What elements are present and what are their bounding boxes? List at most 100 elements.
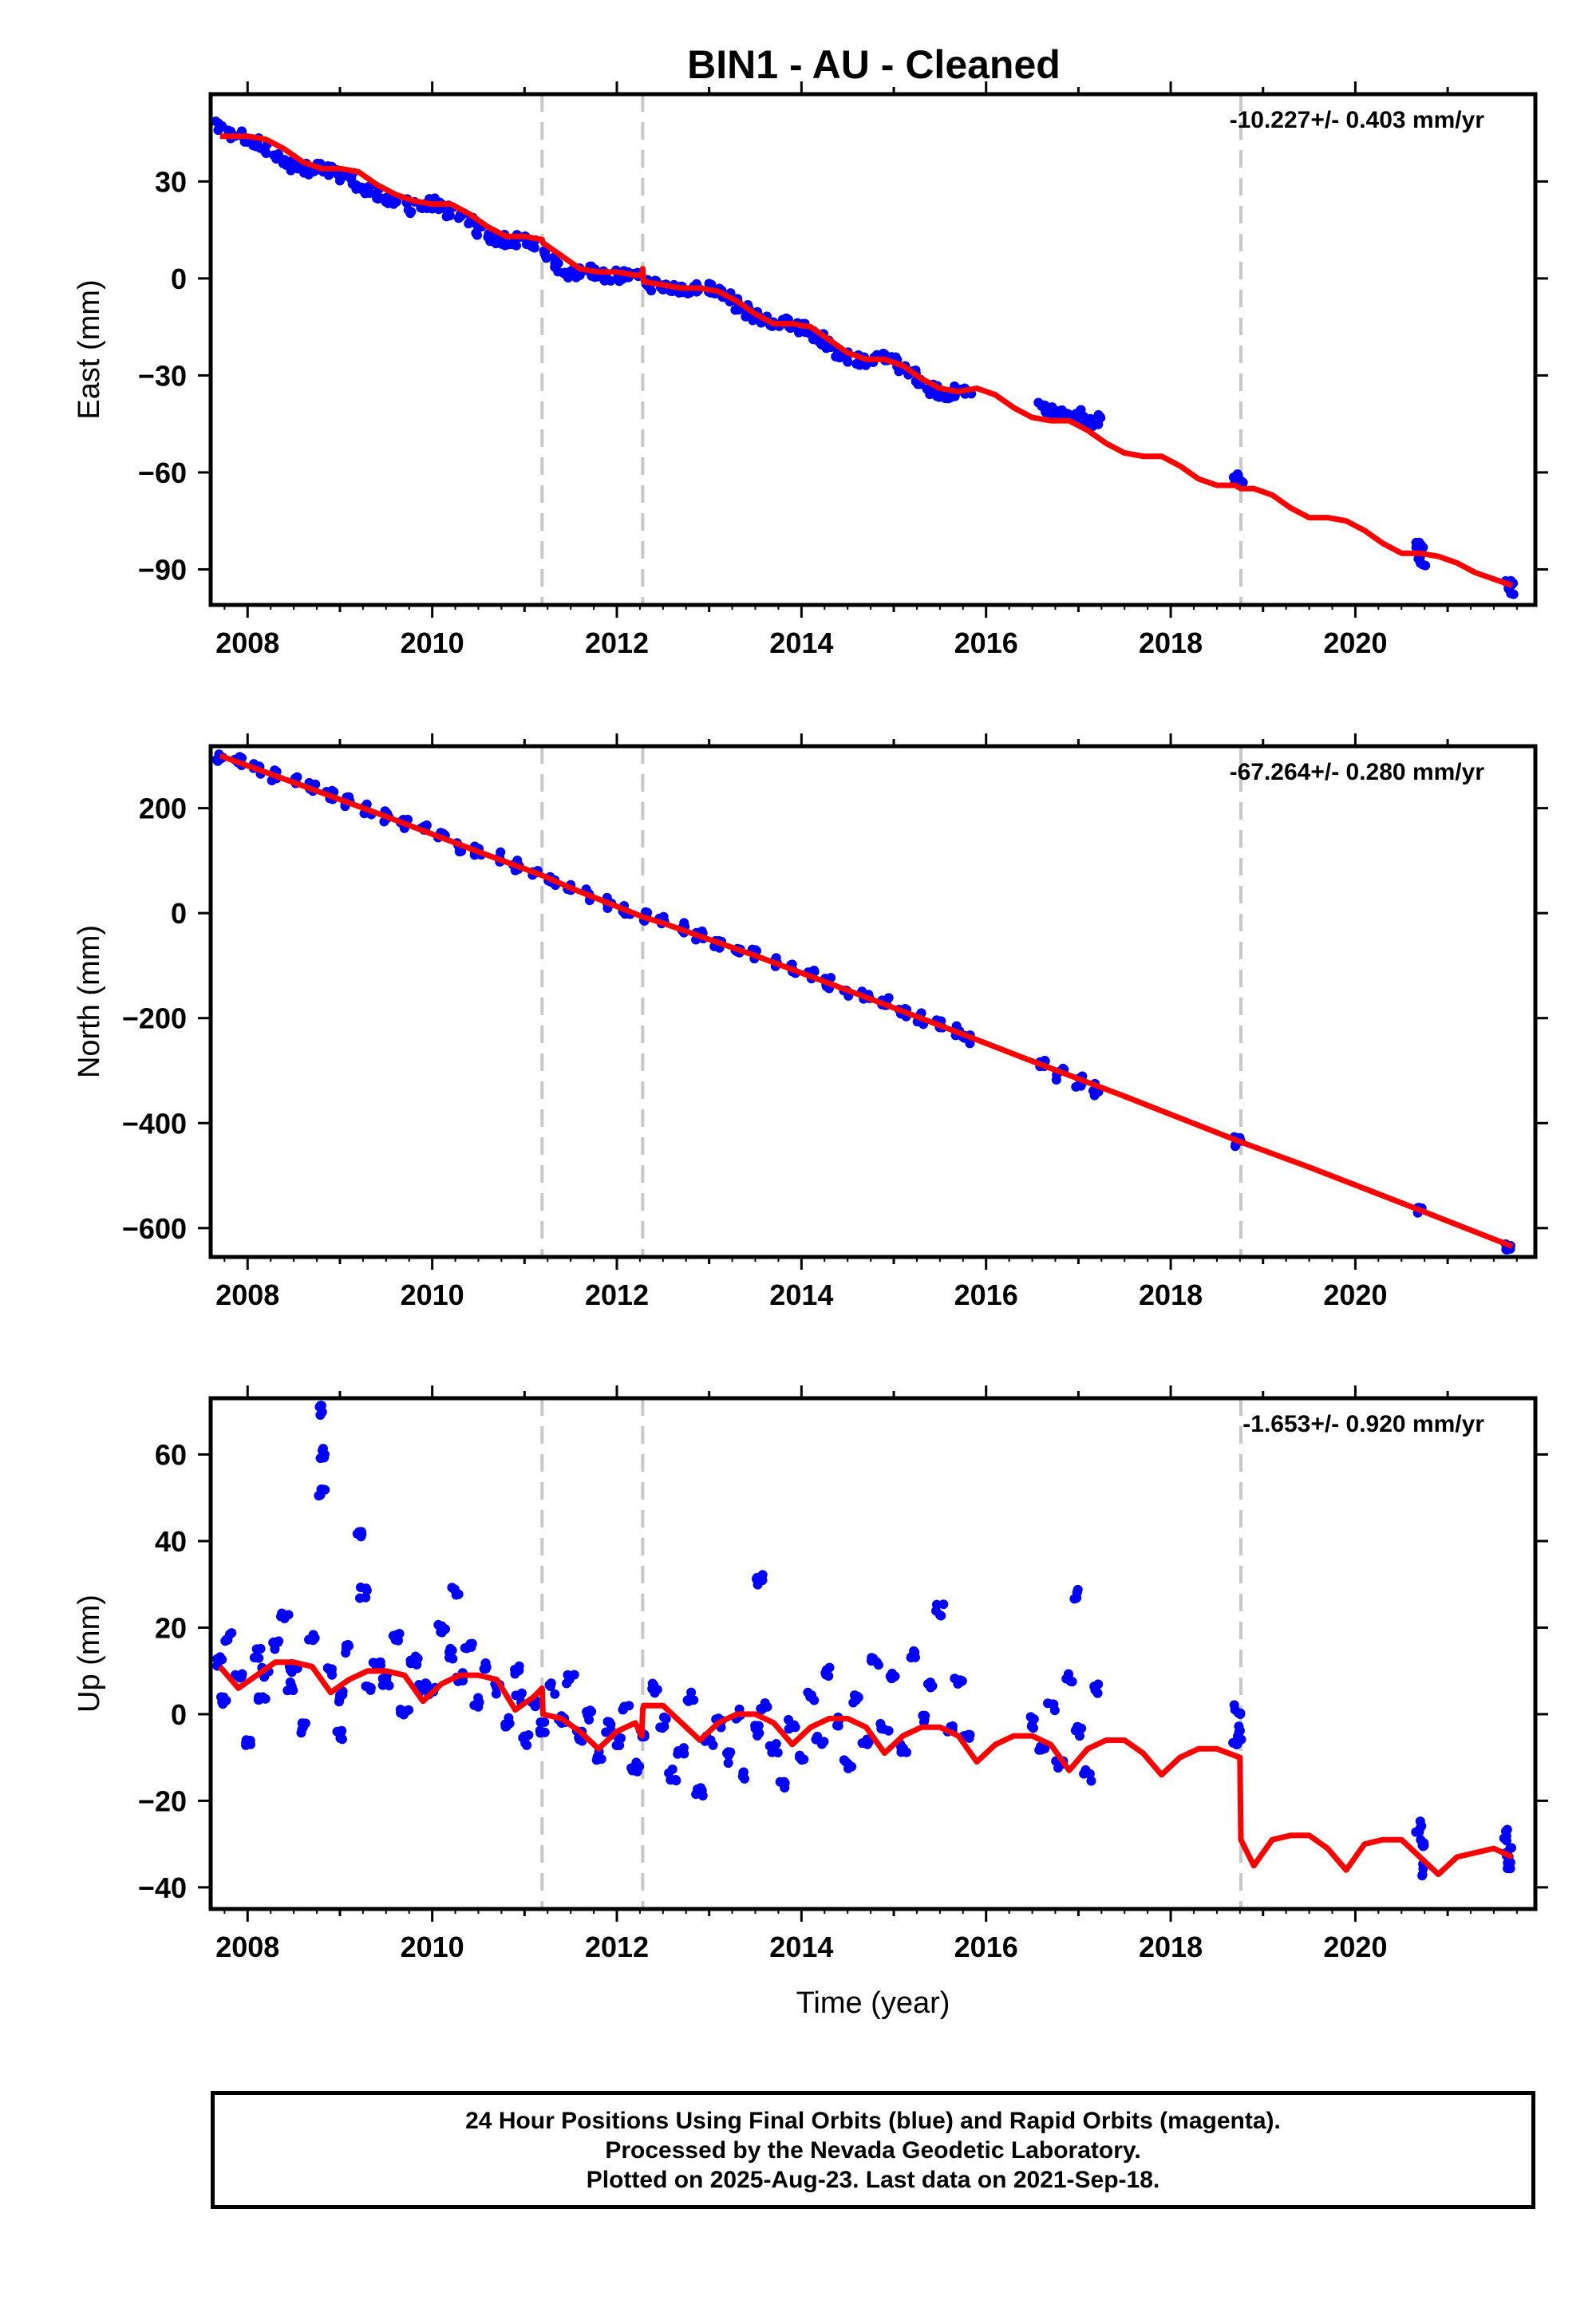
panel-up: 2008 2010 2012 2014 2016 2018 2020 60 40 20 0 −20 −4…	[73, 1385, 1548, 2020]
position-point	[259, 145, 270, 156]
position-point	[1073, 1721, 1083, 1732]
position-point	[1501, 1836, 1511, 1846]
x-tick-label: 2008	[215, 626, 279, 659]
position-point	[922, 1679, 933, 1690]
position-point	[1025, 1712, 1036, 1722]
position-point	[433, 1619, 444, 1630]
panel-north: 2008 2010 2012 2014 2016 2018 2020 200 0 −200 −400…	[73, 733, 1548, 1311]
footer-line-processed-by: Processed by the Nevada Geodetic Laborat…	[605, 2136, 1141, 2164]
position-point	[1096, 413, 1106, 423]
x-tick-label: 2010	[401, 1279, 464, 1311]
position-point	[1061, 409, 1072, 420]
position-point	[454, 846, 464, 856]
position-point	[890, 1671, 900, 1682]
y-tick-label: −20	[138, 1784, 187, 1817]
position-point	[1069, 1594, 1080, 1604]
position-point	[447, 1583, 457, 1593]
footer-line-dates: Plotted on 2025-Aug-23. Last data on 202…	[586, 2166, 1160, 2193]
panel-frame	[208, 92, 1538, 607]
position-point	[634, 1761, 645, 1772]
x-tick-label: 2016	[954, 1279, 1018, 1311]
rate-label: -1.653+/- 0.920 mm/yr	[1242, 1411, 1484, 1437]
position-point	[412, 1659, 422, 1670]
position-point	[527, 241, 537, 251]
position-point	[606, 275, 616, 286]
rate-label: -67.264+/- 0.280 mm/yr	[1230, 759, 1485, 785]
y-tick-label: 20	[155, 1611, 187, 1644]
position-point	[1503, 1863, 1513, 1874]
position-point	[361, 1592, 371, 1603]
position-point	[268, 1637, 279, 1647]
position-point	[686, 1687, 697, 1697]
position-point	[519, 1731, 530, 1741]
position-point	[337, 1725, 347, 1736]
position-point	[768, 1746, 779, 1757]
x-tick-label: 2010	[401, 1931, 464, 1963]
position-point	[271, 150, 282, 160]
position-point	[1417, 1871, 1428, 1881]
position-point	[779, 1779, 789, 1789]
position-point	[741, 311, 751, 322]
position-point	[1411, 1827, 1421, 1837]
x-tick-label: 2012	[585, 1931, 649, 1963]
position-point	[254, 1694, 264, 1705]
x-tick-label: 2016	[954, 1931, 1018, 1963]
position-point	[377, 1674, 388, 1684]
position-point	[852, 1691, 863, 1701]
x-tick-label: 2012	[585, 1279, 649, 1311]
position-point	[1048, 1699, 1058, 1709]
x-tick-label: 2014	[769, 1931, 833, 1963]
position-point	[839, 1755, 849, 1765]
position-point	[794, 327, 804, 338]
position-point	[1411, 537, 1421, 547]
position-point	[315, 1453, 326, 1464]
position-point	[316, 1401, 326, 1411]
position-point	[480, 1664, 491, 1674]
position-point	[553, 267, 563, 277]
position-point	[883, 1725, 894, 1736]
position-point	[473, 1693, 484, 1703]
position-point	[906, 1652, 916, 1662]
position-point	[896, 1747, 907, 1757]
position-point	[221, 1634, 231, 1645]
position-point	[535, 1728, 546, 1738]
position-point	[963, 1729, 974, 1740]
position-point	[931, 1606, 942, 1616]
position-point	[940, 393, 950, 404]
position-point	[689, 1695, 699, 1705]
position-point	[650, 1688, 660, 1698]
chart-title: BIN1 - AU - Cleaned	[687, 42, 1061, 87]
position-point	[500, 240, 511, 251]
position-point	[352, 181, 362, 192]
position-point	[753, 1579, 763, 1590]
position-point	[501, 1721, 512, 1732]
position-point	[318, 1444, 328, 1454]
y-tick-label: 0	[171, 1698, 187, 1731]
position-point	[704, 279, 714, 289]
y-tick-label: −600	[122, 1212, 187, 1245]
position-point	[748, 315, 758, 326]
position-point	[1026, 1721, 1037, 1732]
position-point	[485, 231, 496, 241]
panel-frame	[208, 744, 1538, 1259]
position-point	[444, 211, 455, 221]
position-point	[655, 1722, 666, 1733]
position-point	[920, 1710, 930, 1721]
position-point	[469, 1700, 480, 1710]
position-point	[784, 1714, 794, 1725]
position-point	[1230, 1705, 1240, 1715]
position-point	[364, 181, 374, 192]
x-tick-label: 2012	[585, 626, 649, 659]
position-point	[821, 1665, 832, 1675]
y-tick-label: 200	[139, 792, 187, 825]
position-point	[471, 228, 481, 239]
y-tick-label: −200	[122, 1002, 187, 1035]
position-point	[733, 305, 744, 315]
position-point	[277, 1608, 287, 1618]
position-point	[1415, 1816, 1425, 1827]
model-line	[217, 1659, 1514, 1878]
x-tick-label: 2020	[1323, 626, 1387, 659]
position-point	[618, 1705, 628, 1715]
position-point	[1413, 554, 1424, 564]
